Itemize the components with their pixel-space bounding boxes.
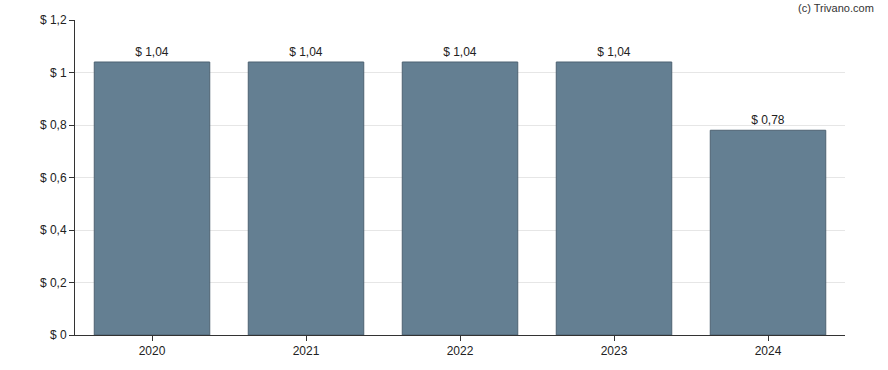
svg-text:$ 0: $ 0 [50, 328, 67, 342]
svg-text:$ 1,2: $ 1,2 [40, 13, 67, 27]
svg-text:$ 0,6: $ 0,6 [40, 171, 67, 185]
svg-text:2022: 2022 [447, 344, 474, 358]
svg-text:$ 1,04: $ 1,04 [135, 45, 169, 59]
svg-text:$ 0,4: $ 0,4 [40, 223, 67, 237]
svg-text:$ 0,78: $ 0,78 [751, 113, 785, 127]
svg-text:$ 0,2: $ 0,2 [40, 276, 67, 290]
svg-text:$ 1,04: $ 1,04 [597, 45, 631, 59]
svg-text:$ 1: $ 1 [50, 66, 67, 80]
svg-text:2024: 2024 [755, 344, 782, 358]
svg-text:$ 1,04: $ 1,04 [443, 45, 477, 59]
svg-text:2023: 2023 [601, 344, 628, 358]
svg-text:$ 0,8: $ 0,8 [40, 118, 67, 132]
svg-text:2020: 2020 [139, 344, 166, 358]
svg-text:2021: 2021 [293, 344, 320, 358]
svg-text:(c) Trivano.com: (c) Trivano.com [798, 2, 874, 14]
svg-text:$ 1,04: $ 1,04 [289, 45, 323, 59]
